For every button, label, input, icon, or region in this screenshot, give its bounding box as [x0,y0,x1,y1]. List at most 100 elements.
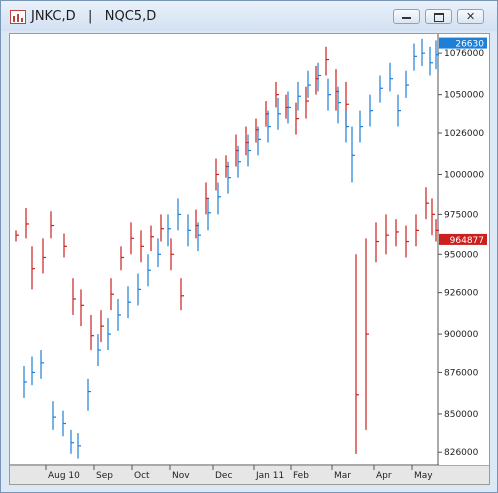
series-2-bar [435,40,439,70]
x-tick-label: Oct [134,471,150,481]
series-2-bar [167,214,171,247]
series-2-bar [337,86,341,124]
y-tick-label: 975000 [444,210,479,220]
series-1-bar [130,222,134,255]
series-2-bar [379,75,383,103]
series-1-bar [100,310,104,343]
y-tick-label: 1050000 [444,91,484,101]
series-1-bar [160,214,164,242]
series-2-bar [247,134,251,167]
close-icon: ✕ [466,10,476,23]
series-1-bar [80,289,84,327]
series-2-bar [23,366,27,398]
series-2-bar [187,214,191,247]
series-1-bar [405,225,409,258]
price-tag-label: 964877 [450,236,484,246]
series-2-bar [257,126,261,156]
close-button[interactable]: ✕ [457,9,484,24]
series-2-bar [287,91,291,124]
chart-area[interactable]: 1076000 1050000 1026000 1000000 975000 950000… [9,33,490,485]
x-tick-label: May [414,471,433,481]
series-2-bar [31,356,35,386]
series-2-bar [87,378,91,411]
series-2-bar [77,433,81,459]
price-tag-bg [439,37,487,49]
series-1-bar [31,246,35,290]
y-tick-label: 1000000 [444,170,484,180]
y-tick-label: 926000 [444,289,479,299]
price-tag: 964877 [439,233,487,246]
y-tick-label: 1026000 [444,129,484,139]
series-1-bar [120,246,124,271]
series-1-bar [110,278,114,311]
restore-button[interactable] [425,9,452,24]
series-2-bar [137,273,141,306]
series-1-bar [140,230,144,263]
series-2-bar [359,110,363,143]
series-1-bar [150,225,154,252]
series-2-bar [413,43,417,71]
price-tag-label: 26630 [455,40,484,50]
plot-region[interactable] [10,34,438,465]
series-2-bar [52,401,56,430]
series-2-bar [429,46,433,76]
series-1-bar [375,222,379,263]
series-1-bar [170,238,174,271]
title-bar[interactable]: JNKC,D | NQC5,D ✕ [1,1,497,31]
y-tick-label: 1076000 [444,49,484,59]
series-1-bar [63,233,67,258]
series-2-bar [147,254,151,287]
series-1-bar [275,81,279,108]
minimize-button[interactable] [393,9,420,24]
series-2-bar [327,78,331,111]
x-tick-label: Aug 10 [48,471,80,481]
series-1-bar [215,158,219,191]
y-tick-label: 876000 [444,368,479,378]
series-2-bar [117,298,121,331]
series-2-bar [345,110,349,143]
series-2-bar [127,286,131,319]
x-tick-label: Nov [172,471,190,481]
series-2-bar [157,238,161,268]
series-2-bar [277,97,281,130]
x-tick-label: Mar [334,471,351,481]
series-2-bar [197,222,201,252]
x-tick-label: Jan 11 [255,471,284,481]
series-1-bar [395,219,399,247]
series-2-bar [207,198,211,231]
x-tick-label: Apr [376,471,392,481]
bar-chart-icon [10,10,26,24]
series-2-bar [421,38,425,66]
series-1-bar [90,314,94,351]
series-1-bar [415,214,419,247]
series-2-bar [351,126,355,183]
series-2-bar [107,318,111,351]
series-1-bar [305,86,309,119]
price-tag: 26630 [439,37,487,50]
series-1-bar [365,238,369,430]
minimize-icon [402,17,411,19]
series-1-bar [42,238,46,274]
series-1-bar [180,278,184,311]
series-2-bar [267,110,271,143]
y-tick-label: 900000 [444,330,479,340]
chart-svg[interactable]: 1076000 1050000 1026000 1000000 975000 950000… [10,34,489,484]
x-axis-band [10,466,489,484]
series-1-bar [72,278,76,315]
price-tag-bg [439,233,487,245]
series-2-bar [317,62,321,92]
series-2-bar [177,198,181,231]
series-2-bar [369,94,373,127]
series-1-bar [50,211,54,239]
window-title: JNKC,D | NQC5,D [31,9,157,24]
y-tick-label: 950000 [444,250,479,260]
series-2-bar [70,429,74,454]
series-2-bar [227,161,231,194]
x-tick-label: Sep [96,471,113,481]
series-2-bar [237,145,241,178]
series-1-bar [431,198,435,236]
series-1-bar [295,102,299,135]
series-1-bar [355,254,359,454]
y-axis-band [439,34,489,465]
